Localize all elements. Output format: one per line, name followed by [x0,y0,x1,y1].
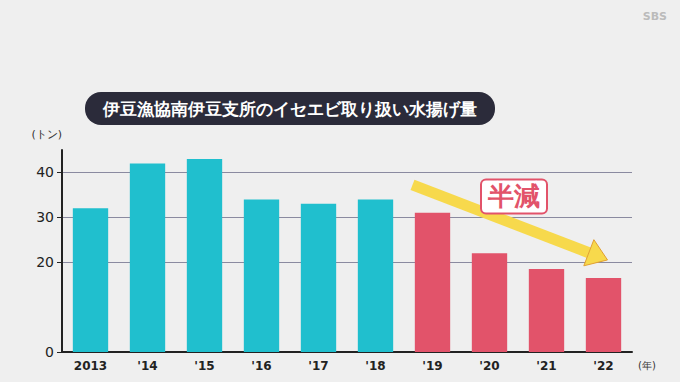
svg-text:'20: '20 [479,359,499,373]
svg-text:(トン): (トン) [31,128,62,141]
svg-text:伊豆漁協南伊豆支所のイセエビ取り扱い水揚げ量: 伊豆漁協南伊豆支所のイセエビ取り扱い水揚げ量 [102,99,477,119]
svg-text:'17: '17 [308,359,328,373]
svg-text:20: 20 [36,254,54,270]
svg-text:'16: '16 [251,359,271,373]
svg-text:40: 40 [36,164,54,180]
svg-text:(年): (年) [638,360,656,371]
svg-text:30: 30 [36,209,54,225]
svg-text:'18: '18 [365,359,385,373]
svg-text:'15: '15 [194,359,214,373]
svg-text:'14: '14 [137,359,157,373]
svg-text:SBS: SBS [643,10,667,23]
svg-text:0: 0 [45,344,54,360]
svg-text:'21: '21 [536,359,556,373]
svg-text:2013: 2013 [74,359,107,373]
svg-text:'22: '22 [593,359,613,373]
svg-text:半減: 半減 [487,181,540,211]
svg-text:'19: '19 [422,359,442,373]
